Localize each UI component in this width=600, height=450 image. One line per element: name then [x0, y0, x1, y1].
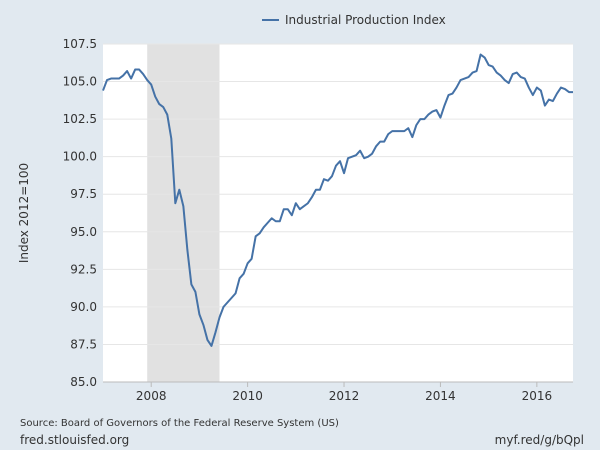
x-tick-label: 2012	[329, 389, 360, 403]
chart: 85.0 87.5 90.0 92.5 95.0 97.5 100.0 102.5 105.0 1…	[17, 13, 573, 403]
x-tick-label: 2016	[522, 389, 553, 403]
y-tick-label: 87.5	[70, 337, 97, 351]
y-tick-label: 100.0	[63, 150, 97, 164]
y-tick-label: 105.0	[63, 75, 97, 89]
y-axis-ticks: 85.0 87.5 90.0 92.5 95.0 97.5 100.0 102.5 105.0 1…	[63, 37, 97, 389]
y-tick-label: 107.5	[63, 37, 97, 51]
x-tick-label: 2010	[232, 389, 263, 403]
legend: Industrial Production Index	[262, 13, 446, 27]
x-tick-label: 2008	[136, 389, 167, 403]
series-line-industrial-production	[102, 53, 573, 347]
y-tick-label: 90.0	[70, 300, 97, 314]
y-tick-label: 92.5	[70, 262, 97, 276]
y-tick-label: 97.5	[70, 187, 97, 201]
x-tick-label: 2014	[425, 389, 456, 403]
source-note: Source: Board of Governors of the Federa…	[20, 418, 339, 429]
y-tick-label: 95.0	[70, 225, 97, 239]
x-axis-ticks: 2008 2010 2012 2014 2016	[136, 382, 552, 403]
y-axis-title: Index 2012=100	[17, 163, 31, 263]
y-tick-label: 85.0	[70, 375, 97, 389]
short-url-link[interactable]: myf.red/g/bQpl	[494, 433, 584, 447]
legend-label: Industrial Production Index	[285, 13, 446, 27]
site-link[interactable]: fred.stlouisfed.org	[20, 433, 130, 447]
y-tick-label: 102.5	[63, 112, 97, 126]
